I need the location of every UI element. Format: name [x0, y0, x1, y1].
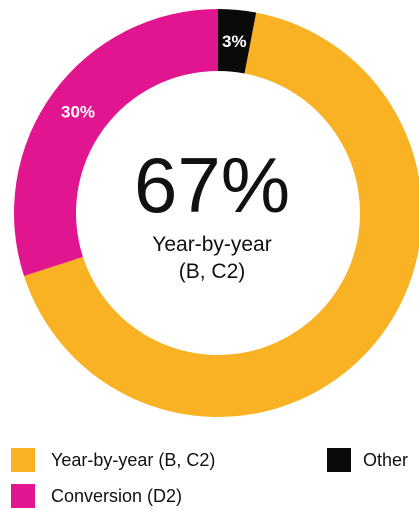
legend-item-other: Other	[327, 448, 408, 472]
center-caption-line-1: Year-by-year	[152, 233, 271, 256]
donut-chart-svg: 3% 30% 67% Year-by-year (B, C2)	[13, 9, 419, 417]
chart-legend: Year-by-year (B, C2) Other Conversion (D…	[11, 448, 419, 510]
donut-slice-year-by-year-b-c2	[23, 12, 419, 417]
legend-label-conversion: Conversion (D2)	[51, 485, 183, 506]
legend-label-year-by-year: Year-by-year (B, C2)	[51, 449, 216, 470]
donut-chart: 3% 30% 67% Year-by-year (B, C2)	[13, 9, 419, 417]
donut-data-label-other: 3%	[222, 32, 247, 51]
legend-swatch-other	[327, 448, 351, 472]
legend-swatch-conversion	[11, 484, 35, 508]
donut-data-label-conversion-d2: 30%	[61, 102, 95, 121]
center-caption-line-2: (B, C2)	[179, 260, 246, 283]
legend-item-year-by-year: Year-by-year (B, C2)	[11, 448, 215, 472]
legend-label-other: Other	[363, 449, 409, 470]
center-value-label: 67%	[134, 141, 290, 229]
legend-item-conversion: Conversion (D2)	[11, 484, 182, 508]
donut-slice-conversion-d2	[13, 9, 219, 277]
legend-swatch-year-by-year	[11, 448, 35, 472]
donut-slice-other	[218, 9, 257, 74]
